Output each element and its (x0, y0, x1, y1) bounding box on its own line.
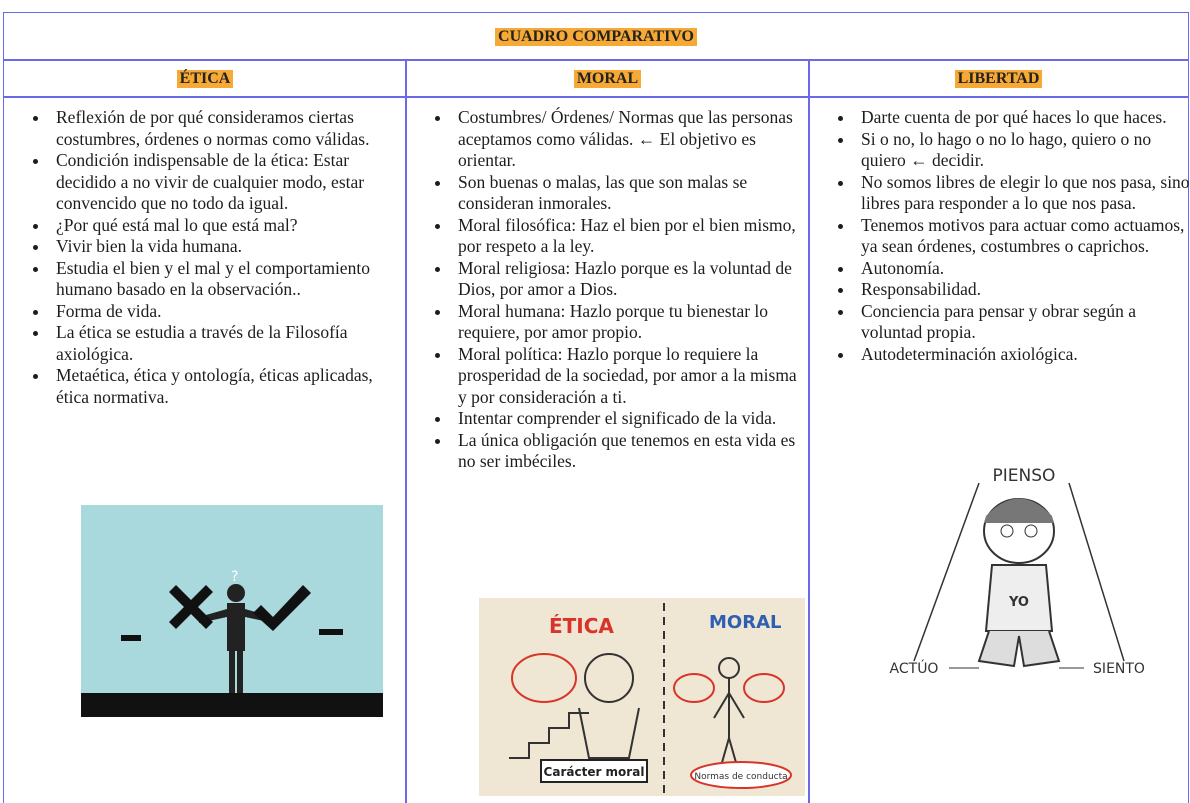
image-text: ACTÚO (890, 659, 939, 677)
list-item: La ética se estudia a través de la Filos… (50, 322, 380, 365)
body-cell: Costumbres/ Órdenes/ Normas que las pers… (405, 96, 810, 803)
item-list: Reflexión de por qué consideramos cierta… (20, 107, 380, 408)
image-text: PIENSO (993, 466, 1056, 486)
list-item: Forma de vida. (50, 301, 380, 323)
list-item: Si o no, lo hago o no lo hago, quiero o … (855, 129, 1190, 172)
moral-illustration: ÉTICA MORAL Carácter moral Normas de con… (479, 598, 805, 796)
list-item: Responsabilidad. (855, 279, 1190, 301)
list-item: Condición indispensable de la ética: Est… (50, 150, 380, 215)
image-text: ÉTICA (549, 614, 614, 638)
title-cell: CUADRO COMPARATIVO (3, 12, 1189, 61)
list-item: Moral filosófica: Haz el bien por el bie… (452, 215, 797, 258)
body-cell: Reflexión de por qué consideramos cierta… (3, 96, 407, 803)
header-cell: MORAL (405, 59, 810, 98)
image-text: SIENTO (1093, 661, 1145, 677)
body-cell: Darte cuenta de por qué haces lo que hac… (808, 96, 1190, 803)
list-item: Intentar comprender el significado de la… (452, 408, 797, 430)
item-list: Darte cuenta de por qué haces lo que hac… (825, 107, 1190, 365)
list-item: Vivir bien la vida humana. (50, 236, 380, 258)
item-list: Costumbres/ Órdenes/ Normas que las pers… (422, 107, 797, 473)
list-item: ¿Por qué está mal lo que está mal? (50, 215, 380, 237)
image-text: YO (1008, 595, 1029, 610)
column-header: LIBERTAD (954, 69, 1043, 88)
svg-text:?: ? (231, 569, 238, 585)
list-item: Moral política: Hazlo porque lo requiere… (452, 344, 797, 409)
image-text: MORAL (709, 612, 781, 633)
list-item: Darte cuenta de por qué haces lo que hac… (855, 107, 1190, 129)
list-item: Estudia el bien y el mal y el comportami… (50, 258, 380, 301)
image-text: Normas de conducta (694, 772, 787, 782)
image-text: Carácter moral (544, 765, 645, 779)
ethics-illustration: ? (81, 505, 383, 717)
list-item: Moral humana: Hazlo porque tu bienestar … (452, 301, 797, 344)
table-title: CUADRO COMPARATIVO (495, 27, 697, 46)
list-item: Costumbres/ Órdenes/ Normas que las pers… (452, 107, 797, 172)
header-cell: LIBERTAD (808, 59, 1189, 98)
column-header: MORAL (573, 69, 642, 88)
list-item: La única obligación que tenemos en esta … (452, 430, 797, 473)
list-item: Conciencia para pensar y obrar según a v… (855, 301, 1190, 344)
list-item: Reflexión de por qué consideramos cierta… (50, 107, 380, 150)
list-item: Tenemos motivos para actuar como actuamo… (855, 215, 1190, 258)
list-item: Metaética, ética y ontología, éticas apl… (50, 365, 380, 408)
list-item: Moral religiosa: Hazlo porque es la volu… (452, 258, 797, 301)
list-item: Son buenas o malas, las que son malas se… (452, 172, 797, 215)
list-item: Autonomía. (855, 258, 1190, 280)
list-item: No somos libres de elegir lo que nos pas… (855, 172, 1190, 215)
header-cell: ÉTICA (3, 59, 407, 98)
column-header: ÉTICA (176, 69, 234, 88)
libertad-illustration: PIENSO YO ACTÚO SIENTO (890, 466, 1145, 677)
list-item: Autodeterminación axiológica. (855, 344, 1190, 366)
